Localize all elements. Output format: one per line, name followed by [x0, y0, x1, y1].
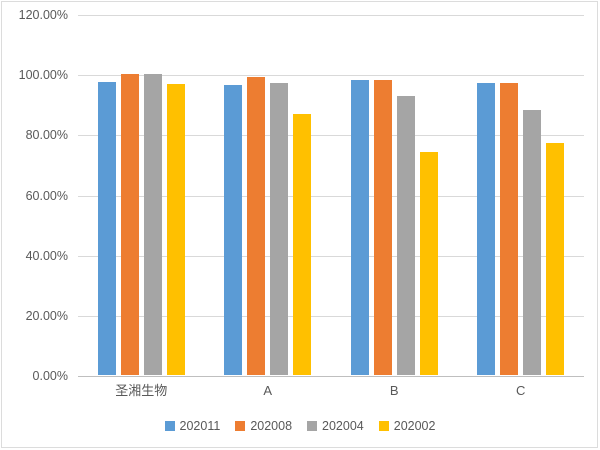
- legend-item-202004: 202004: [307, 419, 364, 433]
- legend-label: 202004: [322, 419, 364, 433]
- legend-item-202008: 202008: [235, 419, 292, 433]
- y-tick-label: 100.00%: [18, 68, 68, 83]
- gridline: [78, 135, 584, 137]
- gridline: [78, 315, 584, 317]
- x-category-label: B: [389, 383, 399, 398]
- legend-label: 202008: [250, 419, 293, 433]
- bar-202008-group3: [373, 80, 392, 375]
- bar-202004-group3: [396, 95, 415, 375]
- y-tick-label: 120.00%: [18, 8, 68, 22]
- legend-item-202011: 202011: [164, 419, 221, 433]
- bar-202011-group1: [97, 82, 116, 375]
- gridline: [78, 195, 584, 197]
- legend-swatch-icon: [307, 421, 318, 431]
- legend-label: 202011: [179, 419, 221, 433]
- bar-group-4: [458, 14, 585, 375]
- bar-202011-group3: [350, 79, 369, 375]
- bar-202008-group1: [120, 74, 139, 375]
- gridline: [78, 75, 584, 77]
- legend-item-202002: 202002: [378, 419, 436, 433]
- bar-group-3: [331, 14, 458, 375]
- bar-202002-group1: [166, 84, 185, 375]
- x-category-label: 圣湘生物: [115, 383, 168, 398]
- bar-group-1: [78, 14, 205, 375]
- y-tick-label: 80.00%: [25, 128, 68, 143]
- legend-label: 202002: [393, 419, 436, 433]
- legend-swatch-icon: [164, 421, 175, 431]
- bar-202011-group4: [477, 82, 496, 375]
- bar-group-2: [205, 14, 332, 375]
- bar-202002-group3: [419, 151, 438, 375]
- gridline: [78, 255, 584, 257]
- gridline: [78, 15, 584, 16]
- legend-swatch-icon: [378, 421, 389, 431]
- x-category-label: C: [516, 383, 526, 398]
- legend-swatch-icon: [235, 421, 246, 431]
- bar-202004-group4: [523, 109, 542, 375]
- x-axis-line: [78, 376, 584, 377]
- bar-202008-group2: [247, 76, 266, 375]
- x-axis: 圣湘生物 A B C: [78, 383, 584, 401]
- y-tick-label: 40.00%: [25, 248, 68, 263]
- bar-202002-group4: [546, 142, 565, 375]
- bar-202004-group2: [270, 82, 289, 375]
- y-tick-label: 60.00%: [25, 188, 68, 203]
- bar-202004-group1: [143, 74, 162, 375]
- bar-202008-group4: [500, 82, 519, 375]
- y-tick-label: 20.00%: [25, 308, 68, 323]
- plot-area: [78, 14, 585, 377]
- legend: 202011 202008 202004 202002: [0, 419, 600, 433]
- bar-202002-group2: [293, 114, 312, 375]
- y-axis: 120.00% 100.00% 80.00% 60.00% 40.00% 20.00% 0.…: [0, 8, 68, 383]
- y-tick-label: 0.00%: [32, 369, 68, 383]
- x-category-label: A: [263, 383, 273, 398]
- bar-202011-group2: [224, 85, 243, 375]
